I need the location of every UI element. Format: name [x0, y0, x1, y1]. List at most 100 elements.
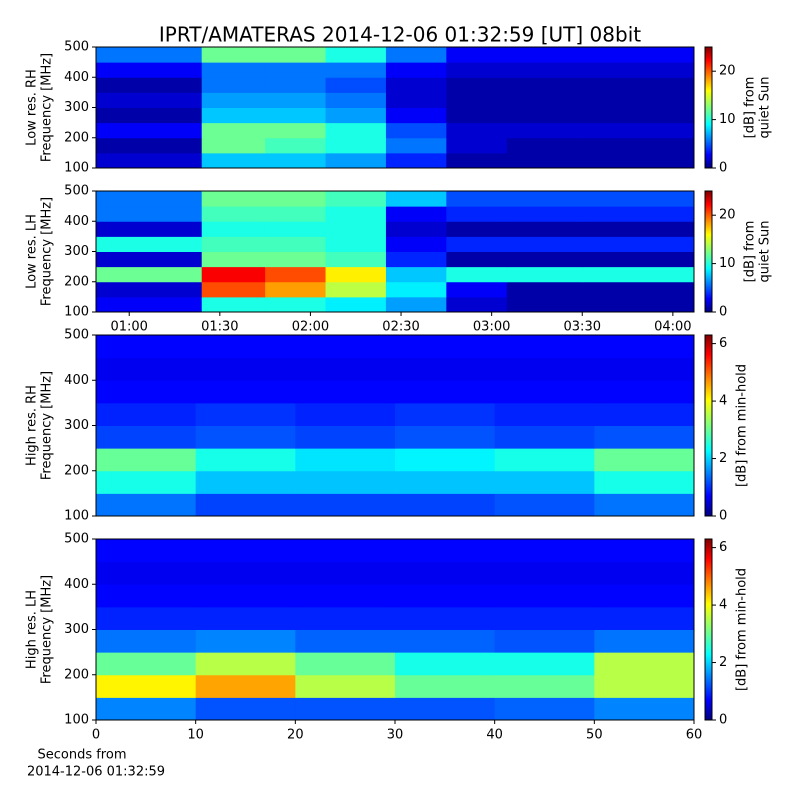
heatmap-cell: [494, 470, 595, 494]
heatmap-cell: [446, 92, 508, 108]
heatmap-cell: [96, 221, 203, 237]
heatmap-cell: [96, 152, 203, 169]
heatmap-cell: [506, 221, 583, 237]
heatmap-cell: [506, 152, 583, 169]
heatmap-cell: [325, 122, 387, 139]
heatmap-cell: [494, 380, 595, 404]
colorbar-label: [dB] from: [743, 221, 758, 283]
y-tick-label: 200: [64, 274, 89, 289]
heatmap-cell: [96, 266, 203, 283]
x-axis-label: 2014-12-06 01:32:59: [27, 765, 165, 780]
heatmap-cell: [582, 122, 695, 139]
x-tick-label: 20: [287, 728, 304, 743]
heatmap-cell: [195, 606, 296, 630]
y-tick-label: 400: [64, 70, 89, 85]
heatmap-cell: [494, 629, 595, 653]
heatmap-cell: [494, 402, 595, 426]
heatmap-cell: [395, 335, 496, 359]
heatmap-cell: [385, 137, 447, 154]
heatmap-cell: [506, 107, 583, 124]
heatmap-cell: [295, 652, 396, 676]
heatmap-cell: [325, 266, 387, 283]
colorbar-label: [dB] from min-hold: [735, 364, 750, 487]
y-axis-label: Frequency [MHz]: [40, 197, 55, 306]
heatmap-cell: [96, 107, 203, 124]
heatmap-cell: [295, 674, 396, 698]
x-tick-label: 02:30: [382, 320, 419, 335]
heatmap-cell: [582, 77, 695, 93]
heatmap-cell: [265, 266, 327, 283]
x-tick-label: 01:00: [110, 320, 147, 335]
heatmap-cell: [506, 206, 583, 222]
heatmap-cell: [582, 191, 695, 207]
heatmap-cell: [195, 425, 296, 449]
heatmap-cell: [395, 629, 496, 653]
colorbar-label: quiet Sun: [758, 76, 773, 138]
heatmap-cell: [594, 380, 695, 404]
colorbar-tick-label: 0: [719, 713, 727, 728]
heatmap-cell: [325, 137, 387, 154]
heatmap-cell: [385, 122, 447, 139]
heatmap-cell: [594, 357, 695, 381]
heatmap-cell: [295, 606, 396, 630]
heatmap-cell: [385, 296, 447, 313]
heatmap-cell: [195, 335, 296, 359]
heatmap-cell: [494, 335, 595, 359]
x-tick-label: 01:30: [201, 320, 238, 335]
heatmap-cell: [494, 448, 595, 472]
heatmap-cell: [201, 296, 266, 313]
heatmap-cell: [395, 539, 496, 563]
heatmap-cell: [96, 296, 203, 313]
heatmap-cell: [395, 470, 496, 494]
x-tick-label: 02:00: [292, 320, 329, 335]
heatmap-cell: [96, 380, 197, 404]
heatmap-cell: [594, 697, 695, 721]
heatmap-cell: [385, 191, 447, 207]
heatmap-cell: [506, 47, 583, 63]
y-axis-label: Low res. LH: [25, 214, 40, 289]
heatmap-cell: [201, 251, 266, 268]
y-tick-label: 500: [64, 40, 89, 55]
heatmap-cell: [96, 584, 197, 608]
heatmap-cell: [395, 561, 496, 585]
heatmap-cell: [201, 62, 266, 78]
heatmap-cell: [96, 62, 203, 78]
heatmap-cell: [494, 674, 595, 698]
heatmap-cell: [446, 281, 508, 298]
colorbar-tick-label: 0: [719, 305, 727, 320]
heatmap-cell: [201, 221, 266, 237]
heatmap-cell: [265, 236, 327, 252]
heatmap-cell: [96, 137, 203, 154]
heatmap-cell: [446, 206, 508, 222]
y-axis-label: Low res. RH: [25, 69, 40, 146]
heatmap-cell: [265, 191, 327, 207]
heatmap-cell: [96, 697, 197, 721]
heatmap-cell: [395, 425, 496, 449]
heatmap-cell: [582, 296, 695, 313]
y-tick-label: 500: [64, 184, 89, 199]
heatmap-cell: [295, 402, 396, 426]
heatmap-cell: [195, 493, 296, 517]
y-tick-label: 300: [64, 100, 89, 115]
colorbar-tick-label: 0: [719, 509, 727, 524]
x-tick-label: 04:00: [654, 320, 691, 335]
heatmap-cell: [265, 77, 327, 93]
heatmap-cell: [594, 335, 695, 359]
heatmap-cell: [195, 584, 296, 608]
heatmap-cell: [265, 152, 327, 169]
heatmap-cell: [582, 137, 695, 154]
heatmap-cell: [395, 402, 496, 426]
heatmap-cell: [385, 221, 447, 237]
heatmap-cell: [195, 357, 296, 381]
heatmap-cell: [395, 448, 496, 472]
heatmap-cell: [446, 152, 508, 169]
colorbar-tick-label: 6: [719, 540, 727, 555]
heatmap-cell: [195, 470, 296, 494]
heatmap-cell: [385, 62, 447, 78]
heatmap-cell: [265, 62, 327, 78]
heatmap-cell: [506, 62, 583, 78]
heatmap-cell: [96, 191, 203, 207]
x-tick-label: 40: [486, 728, 503, 743]
colorbar-tick-label: 20: [719, 208, 736, 223]
heatmap-cell: [582, 266, 695, 283]
